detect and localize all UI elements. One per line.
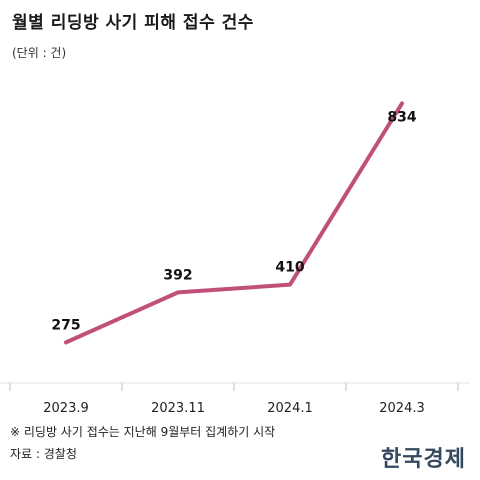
data-label: 392 (163, 267, 192, 283)
x-tick-label: 2024.3 (379, 401, 425, 416)
unit-note: (단위 : 건) (12, 46, 67, 60)
series-line (64, 101, 404, 345)
data-label: 275 (51, 317, 80, 333)
x-tick-label: 2024.1 (267, 401, 313, 416)
data-label: 410 (275, 260, 304, 276)
x-tick-label: 2023.11 (151, 401, 205, 416)
x-tick-label: 2023.9 (43, 401, 89, 416)
source-label: 자료 : 경찰청 (10, 447, 77, 461)
chart-title: 월별 리딩방 사기 피해 접수 건수 (12, 13, 254, 33)
data-label: 834 (387, 109, 416, 125)
brand-logo: 한국경제 (381, 446, 466, 472)
footnote: ※ 리딩방 사기 접수는 지난해 9월부터 집계하기 시작 (10, 425, 276, 439)
